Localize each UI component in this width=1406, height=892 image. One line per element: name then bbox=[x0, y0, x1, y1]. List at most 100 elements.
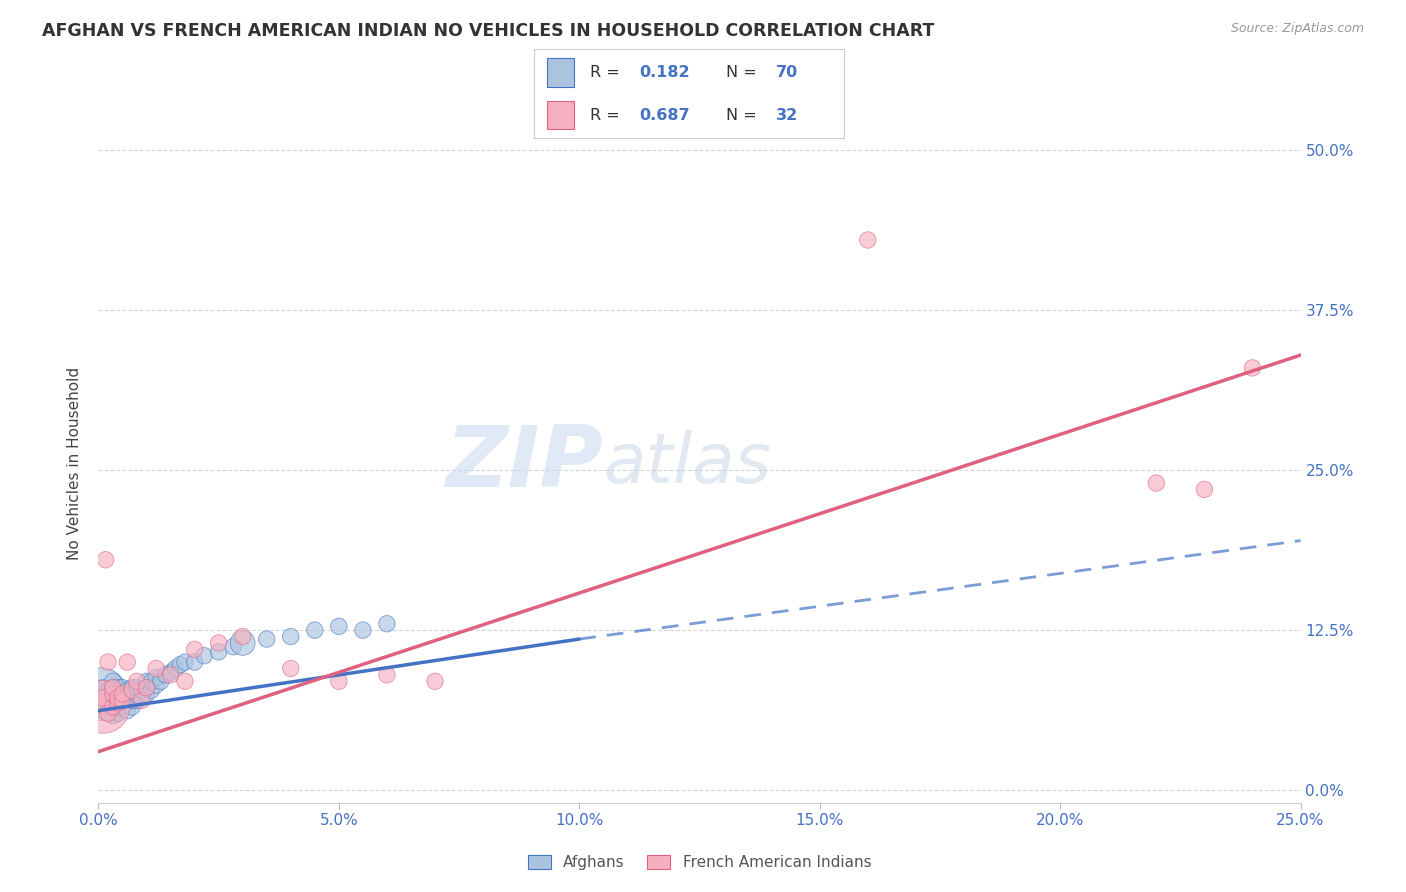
Point bbox=[107, 706, 129, 721]
Point bbox=[97, 706, 120, 721]
Point bbox=[1144, 476, 1167, 491]
Point bbox=[193, 648, 215, 663]
Point bbox=[97, 696, 120, 710]
Point bbox=[183, 642, 205, 657]
Point bbox=[121, 683, 143, 698]
Y-axis label: No Vehicles in Household: No Vehicles in Household bbox=[67, 368, 83, 560]
Point bbox=[91, 690, 114, 705]
Point bbox=[111, 699, 134, 714]
Point bbox=[375, 616, 398, 631]
Point bbox=[101, 674, 124, 689]
Point bbox=[111, 681, 134, 695]
Point bbox=[141, 683, 163, 698]
Point bbox=[101, 708, 124, 723]
Point bbox=[328, 674, 350, 689]
Point bbox=[131, 683, 153, 698]
Point bbox=[121, 699, 143, 714]
Point bbox=[101, 681, 124, 695]
Point bbox=[165, 661, 187, 675]
Point bbox=[111, 687, 134, 701]
Point bbox=[91, 681, 114, 695]
Point bbox=[90, 687, 112, 701]
Point bbox=[91, 696, 114, 710]
Text: 70: 70 bbox=[776, 65, 797, 79]
Point bbox=[1194, 483, 1216, 497]
Text: 0.182: 0.182 bbox=[640, 65, 690, 79]
Point bbox=[108, 699, 131, 714]
Point bbox=[104, 696, 127, 710]
Point bbox=[101, 699, 124, 714]
Text: 0.687: 0.687 bbox=[640, 108, 690, 122]
Point bbox=[104, 690, 127, 705]
Point bbox=[131, 693, 153, 707]
Point bbox=[117, 696, 139, 710]
Point bbox=[352, 623, 374, 637]
Point bbox=[97, 706, 120, 721]
Point bbox=[100, 693, 122, 707]
Point bbox=[135, 681, 157, 695]
Point bbox=[101, 693, 124, 707]
Point bbox=[107, 696, 129, 710]
Legend: Afghans, French American Indians: Afghans, French American Indians bbox=[522, 849, 877, 877]
Point bbox=[94, 693, 117, 707]
Point bbox=[121, 681, 143, 695]
Point bbox=[131, 690, 153, 705]
Point bbox=[145, 661, 167, 675]
Point bbox=[174, 674, 197, 689]
Point bbox=[135, 674, 157, 689]
Point bbox=[101, 687, 124, 701]
Point bbox=[100, 687, 122, 701]
Point bbox=[107, 693, 129, 707]
Point bbox=[159, 665, 181, 680]
Point bbox=[135, 687, 157, 701]
Text: atlas: atlas bbox=[603, 430, 772, 498]
Point bbox=[1241, 360, 1264, 375]
Point bbox=[97, 655, 120, 669]
Point bbox=[111, 687, 134, 701]
Text: 32: 32 bbox=[776, 108, 797, 122]
Point bbox=[222, 640, 245, 654]
Point bbox=[208, 645, 231, 659]
Point bbox=[107, 699, 129, 714]
Text: Source: ZipAtlas.com: Source: ZipAtlas.com bbox=[1230, 22, 1364, 36]
Point bbox=[169, 657, 191, 672]
Point bbox=[280, 630, 302, 644]
Point bbox=[97, 683, 120, 698]
Text: N =: N = bbox=[725, 65, 762, 79]
Point bbox=[101, 699, 124, 714]
Point bbox=[107, 687, 129, 701]
Point bbox=[183, 655, 205, 669]
Point bbox=[121, 687, 143, 701]
Point bbox=[97, 690, 120, 705]
Point bbox=[280, 661, 302, 675]
Point bbox=[117, 690, 139, 705]
Point bbox=[125, 674, 148, 689]
Point bbox=[97, 699, 120, 714]
Point bbox=[125, 693, 148, 707]
Point bbox=[256, 632, 278, 646]
Point bbox=[856, 233, 879, 247]
Point bbox=[117, 704, 139, 718]
Point bbox=[91, 690, 114, 705]
Point bbox=[174, 655, 197, 669]
Point bbox=[155, 668, 177, 682]
Point bbox=[111, 693, 134, 707]
Text: N =: N = bbox=[725, 108, 762, 122]
Point bbox=[101, 681, 124, 695]
Point bbox=[423, 674, 446, 689]
Point bbox=[94, 699, 117, 714]
Point bbox=[208, 636, 231, 650]
Point bbox=[125, 681, 148, 695]
Point bbox=[107, 681, 129, 695]
Point bbox=[304, 623, 326, 637]
Bar bbox=[547, 101, 575, 129]
Bar bbox=[547, 58, 575, 87]
Point bbox=[135, 681, 157, 695]
Text: ZIP: ZIP bbox=[446, 422, 603, 506]
Point bbox=[117, 683, 139, 698]
Point bbox=[121, 693, 143, 707]
Point bbox=[141, 674, 163, 689]
Text: R =: R = bbox=[591, 65, 624, 79]
Point bbox=[159, 668, 181, 682]
Point bbox=[117, 655, 139, 669]
